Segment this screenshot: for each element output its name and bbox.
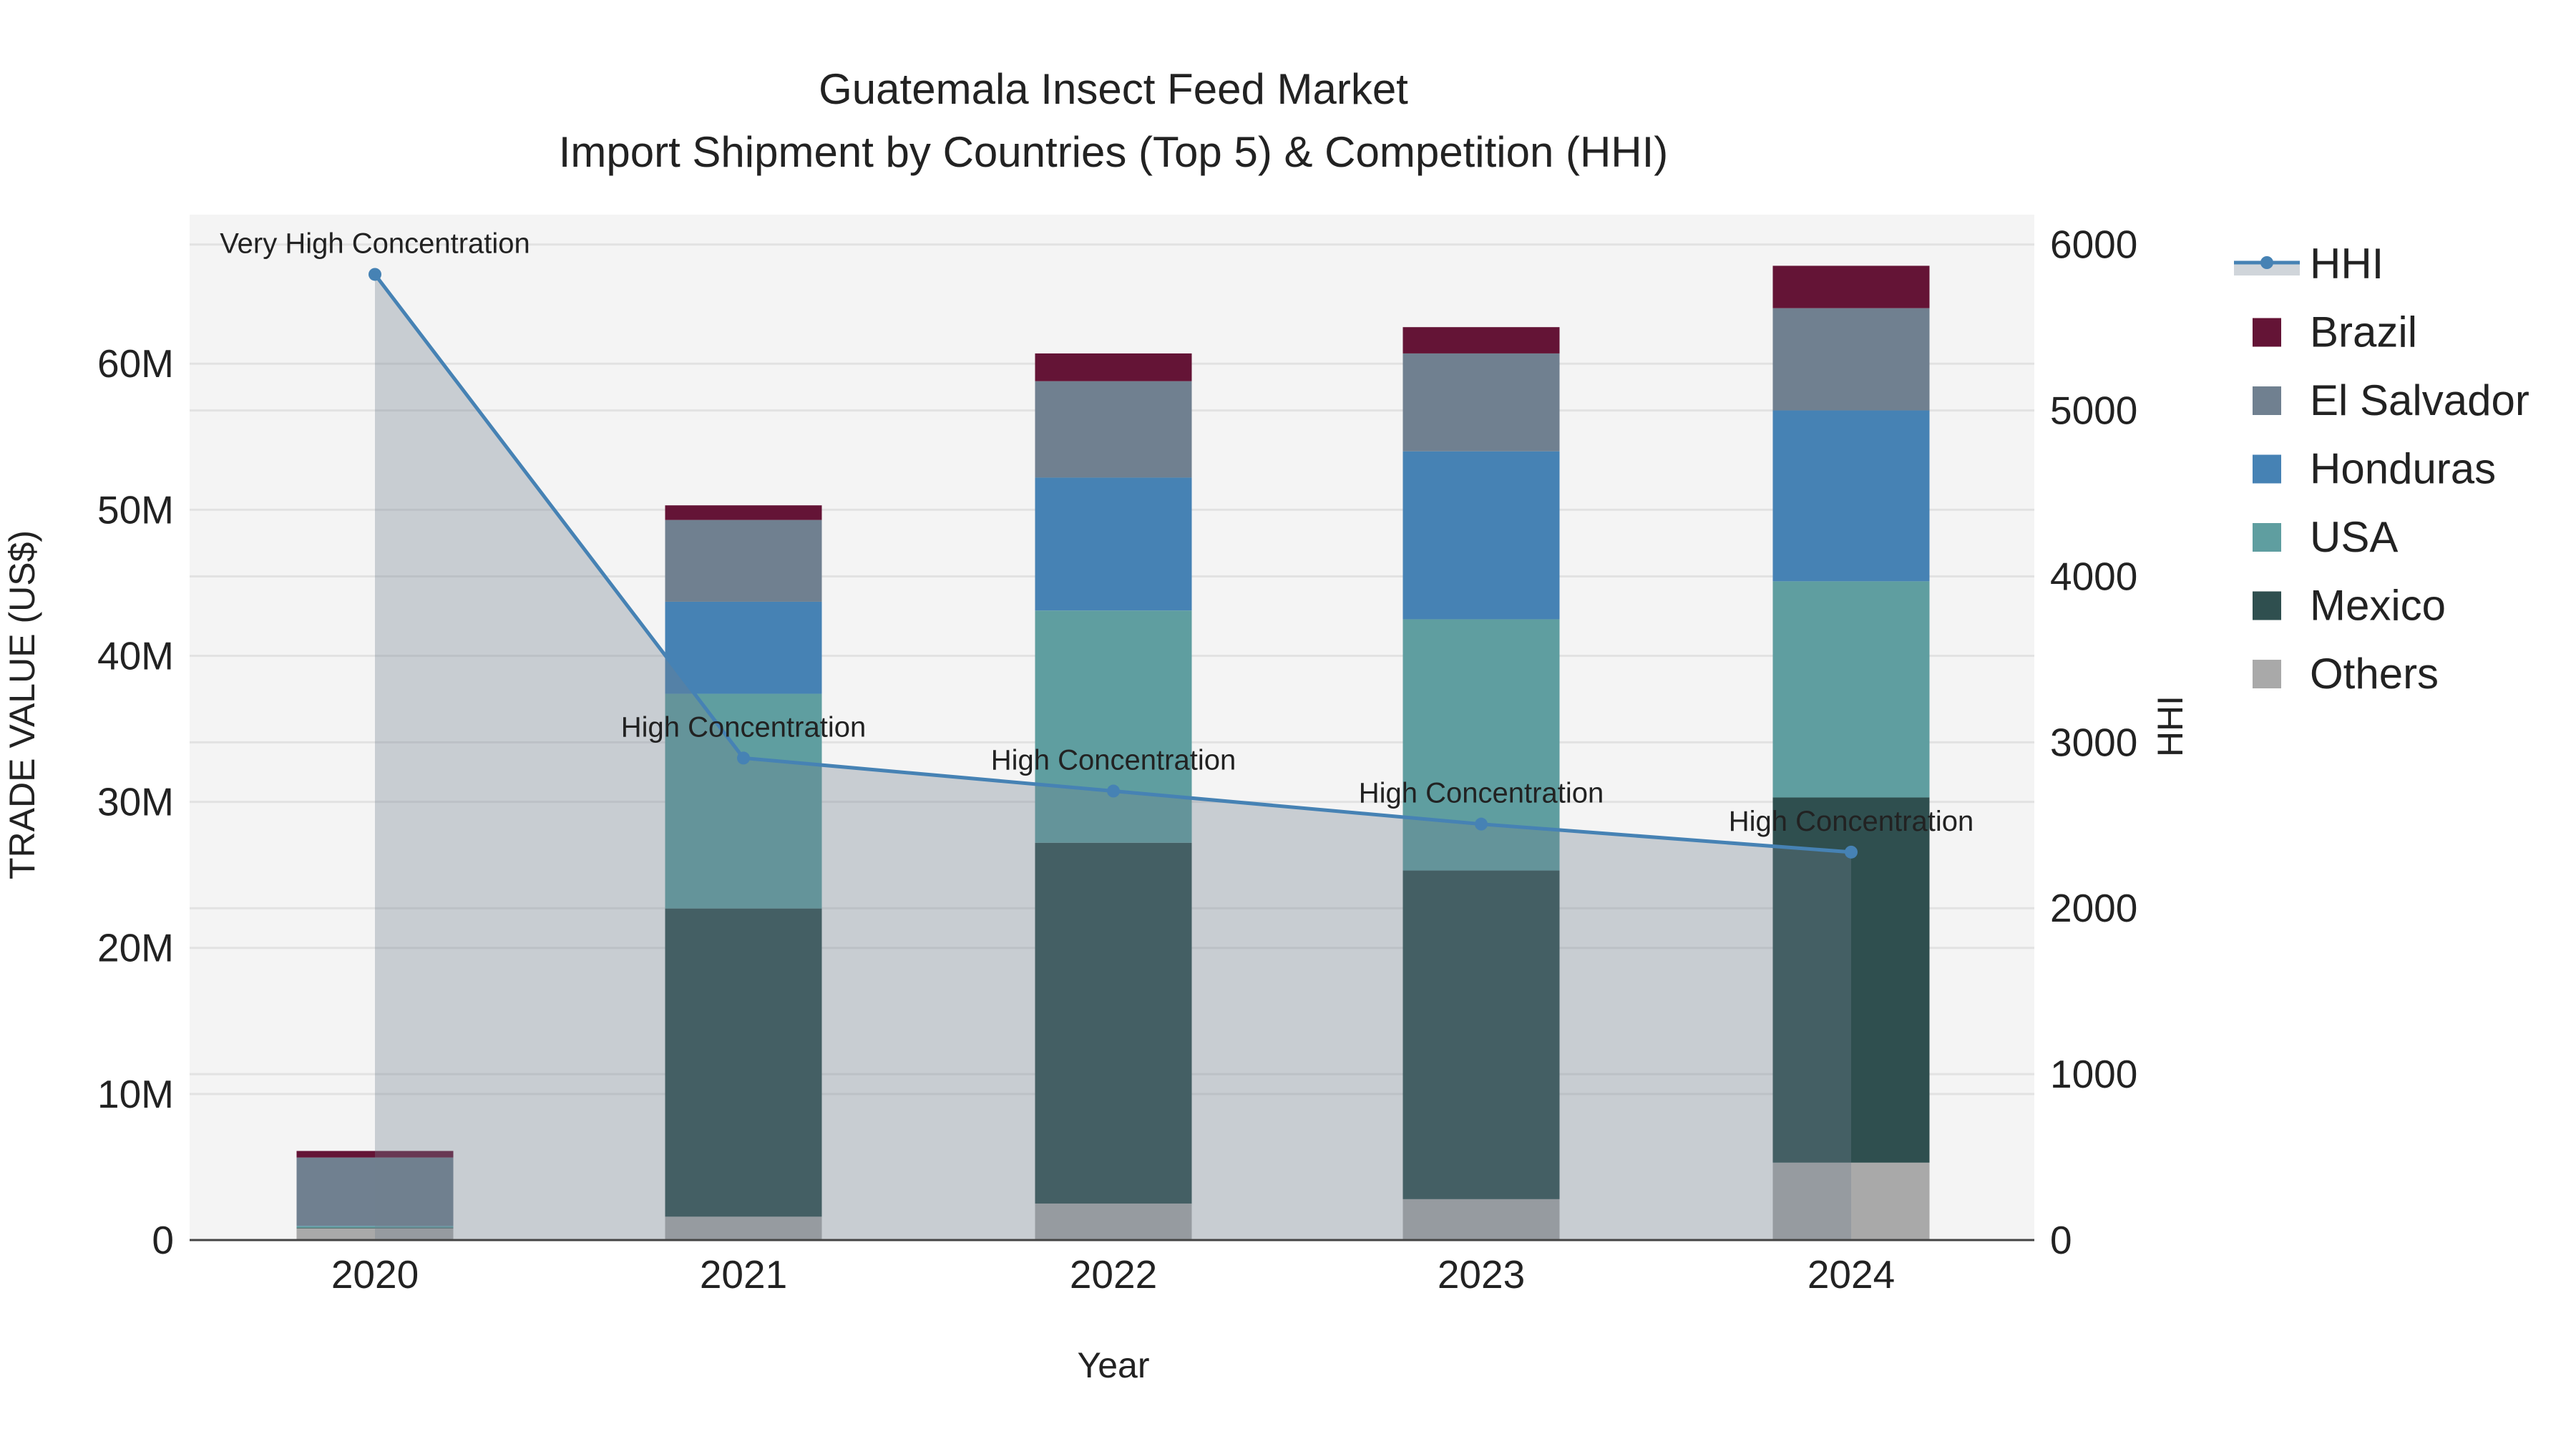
hhi-point [1107, 784, 1120, 798]
y-tick-label: 10M [97, 1072, 174, 1116]
bar-el-salvador [1035, 381, 1192, 478]
legend-swatch [2253, 386, 2281, 415]
bar-honduras [1772, 410, 1930, 582]
bar-brazil [1035, 353, 1192, 381]
hhi-area-fill [375, 274, 1851, 1241]
bar-others [1402, 1199, 1560, 1240]
y2-tick-label: 6000 [2050, 223, 2137, 267]
x-axis-title: Year [1077, 1345, 1149, 1385]
legend-item-mexico[interactable]: Mexico [2253, 582, 2446, 630]
y-axis-title: TRADE VALUE (US$) [2, 530, 42, 879]
bar-brazil [665, 505, 822, 520]
hhi-point [737, 751, 750, 765]
bar-mexico [1402, 870, 1560, 1199]
bar-others [1035, 1203, 1192, 1240]
bar-others [665, 1216, 822, 1240]
x-tick-label: 2024 [1807, 1252, 1895, 1297]
bar-usa [1035, 610, 1192, 843]
bar-others [1772, 1162, 1930, 1240]
bar-honduras [665, 601, 822, 694]
y-axis-ticks: 0 10M 20M 30M 40M 50M 60M [97, 341, 174, 1262]
bar-brazil [1402, 327, 1560, 353]
bar-brazil [1772, 265, 1930, 308]
hhi-annotation: High Concentration [1359, 778, 1604, 809]
bar-usa [665, 693, 822, 909]
y-tick-label: 30M [97, 780, 174, 824]
legend-label: Others [2310, 650, 2439, 698]
y2-tick-label: 2000 [2050, 886, 2137, 930]
hhi-annotation: High Concentration [1729, 806, 1974, 837]
x-tick-label: 2023 [1438, 1252, 1525, 1297]
bar-usa [1772, 581, 1930, 798]
legend-item-usa[interactable]: USA [2253, 513, 2398, 561]
bar-mexico [665, 908, 822, 1217]
legend-swatch [2253, 318, 2281, 347]
legend-item-brazil[interactable]: Brazil [2253, 308, 2417, 356]
legend-item-el-salvador[interactable]: El Salvador [2253, 376, 2529, 424]
bar-el-salvador [665, 519, 822, 602]
legend-swatch [2253, 660, 2281, 688]
x-tick-label: 2022 [1070, 1252, 1157, 1297]
y-tick-label: 50M [97, 487, 174, 532]
y2-tick-label: 5000 [2050, 389, 2137, 433]
y-tick-label: 60M [97, 341, 174, 386]
legend-label: Honduras [2310, 445, 2496, 493]
bar-el-salvador [1402, 353, 1560, 452]
bar-brazil [296, 1151, 454, 1158]
legend-label: HHI [2310, 240, 2384, 288]
legend-label: El Salvador [2310, 376, 2529, 424]
legend-label: Mexico [2310, 582, 2446, 630]
hhi-line: Very High Concentration High Concentratio… [220, 228, 1974, 859]
bar-honduras [1402, 451, 1560, 620]
hhi-annotation: Very High Concentration [220, 228, 530, 259]
bars [296, 265, 1930, 1240]
legend-swatch [2253, 523, 2281, 552]
hhi-point [1845, 845, 1858, 859]
hhi-annotation: High Concentration [621, 711, 866, 743]
legend-label: Brazil [2310, 308, 2417, 356]
y-tick-label: 0 [152, 1218, 174, 1262]
legend-label: USA [2310, 513, 2398, 561]
y2-tick-label: 0 [2050, 1218, 2072, 1262]
bar-usa [296, 1226, 454, 1228]
x-axis-ticks: 2020 2021 2022 2023 2024 [331, 1252, 1895, 1297]
legend-item-honduras[interactable]: Honduras [2253, 445, 2496, 493]
hhi-area [375, 274, 1851, 1241]
bar-mexico [1035, 842, 1192, 1204]
y2-tick-label: 4000 [2050, 554, 2137, 598]
hhi-point [369, 268, 381, 281]
y2-axis-title: HHI [2150, 696, 2190, 757]
y2-tick-label: 3000 [2050, 720, 2137, 764]
hhi-annotation: High Concentration [991, 745, 1236, 776]
y-tick-label: 40M [97, 633, 174, 678]
bar-others [296, 1228, 454, 1240]
bar-honduras [1035, 477, 1192, 611]
hhi-point [1475, 817, 1488, 831]
bar-mexico [296, 1227, 454, 1229]
y-tick-label: 20M [97, 926, 174, 970]
chart-title: Guatemala Insect Feed Market [819, 65, 1408, 113]
x-tick-label: 2020 [331, 1252, 419, 1297]
y2-tick-label: 1000 [2050, 1052, 2137, 1096]
legend: HHI Brazil El Salvador Honduras USA Mexico Oth… [2234, 240, 2529, 698]
x-tick-label: 2021 [700, 1252, 787, 1297]
legend-swatch [2253, 454, 2281, 484]
bar-el-salvador [1772, 308, 1930, 411]
legend-item-others[interactable]: Others [2253, 650, 2439, 698]
legend-swatch [2253, 591, 2281, 620]
chart-subtitle: Import Shipment by Countries (Top 5) & C… [559, 128, 1669, 176]
legend-swatch-marker [2260, 256, 2273, 269]
bar-el-salvador [296, 1157, 454, 1226]
y2-axis-ticks: 0 1000 2000 3000 4000 5000 6000 [2050, 223, 2137, 1262]
legend-item-hhi[interactable]: HHI [2234, 240, 2384, 288]
